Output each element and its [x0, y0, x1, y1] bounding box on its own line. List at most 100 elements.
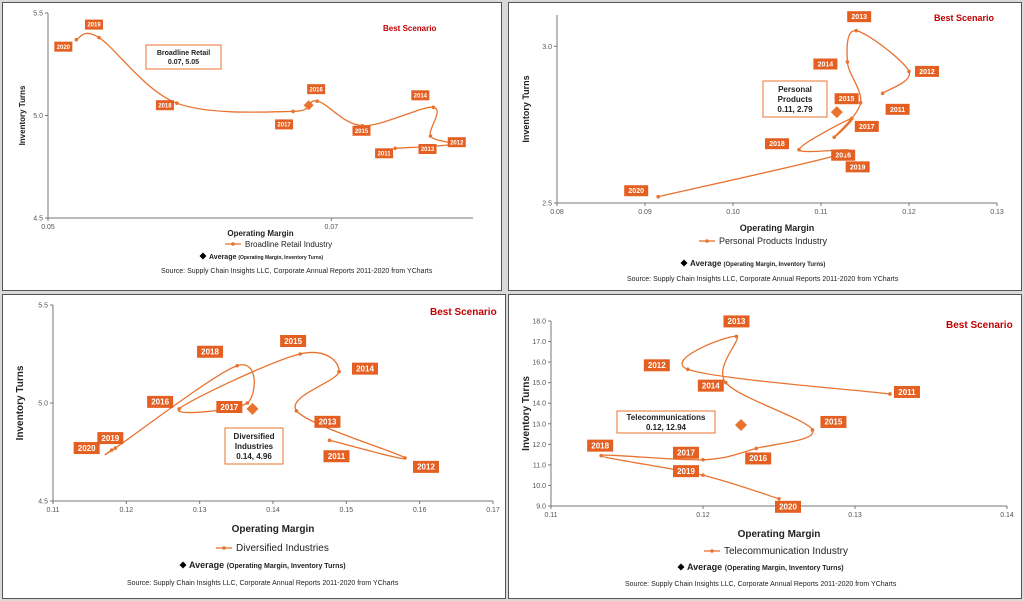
legend-series-marker: [222, 546, 226, 550]
data-point-2017: [701, 457, 705, 462]
x-tick-label: 0.16: [413, 507, 427, 514]
data-point-2011: [880, 91, 885, 96]
year-label-2012: 2012: [417, 463, 435, 472]
best-scenario-label: Best Scenario: [430, 307, 497, 318]
best-scenario-label: Best Scenario: [934, 13, 995, 23]
legend-average-diamond: [677, 563, 685, 571]
y-tick-label: 3.0: [542, 44, 552, 51]
y-tick-label: 4.5: [33, 216, 43, 223]
average-value: 0.14, 4.96: [236, 452, 272, 461]
x-tick-label: 0.11: [814, 209, 827, 216]
year-label-2018: 2018: [591, 441, 609, 450]
data-point-2020: [656, 194, 660, 199]
year-label-box: [854, 120, 879, 132]
best-scenario-label: Best Scenario: [946, 320, 1013, 331]
year-label-box: [643, 359, 670, 372]
legend-series-label: Telecommunication Industry: [724, 546, 848, 557]
legend-average-label: Average (Operating Margin, Inventory Tur…: [209, 254, 324, 261]
year-label-2014: 2014: [414, 93, 428, 99]
year-label-box: [697, 379, 724, 392]
data-point-2019: [113, 446, 118, 450]
average-name: Diversified: [234, 432, 275, 441]
average-diamond: [830, 106, 843, 119]
year-label-box: [280, 335, 307, 347]
year-label-2016: 2016: [151, 398, 169, 407]
year-label-2019: 2019: [87, 23, 101, 29]
legend-average-name: Average: [687, 562, 725, 572]
data-point-2011: [327, 438, 332, 443]
year-label-box: [673, 446, 699, 459]
y-tick-label: 15.0: [532, 380, 546, 387]
year-label-box: [97, 432, 124, 445]
year-label-2020: 2020: [78, 444, 96, 453]
x-tick-label: 0.10: [726, 209, 740, 216]
data-point-2018: [797, 147, 801, 152]
year-label-box: [775, 500, 801, 513]
x-axis-label: Operating Margin: [738, 529, 821, 540]
year-label-2011: 2011: [378, 151, 392, 157]
data-point-2013: [734, 334, 739, 339]
year-label-box: [375, 148, 394, 159]
y-axis-label: Inventory Turns: [15, 365, 26, 440]
x-tick-label: 0.12: [902, 209, 916, 216]
data-point-2019: [843, 151, 848, 155]
diversified-industries-panel: 4.5 5.0 5.5 0.11 0.12 0.13 0.14 0.15 0.16 0.17 Inv…: [2, 294, 506, 599]
year-label-2013: 2013: [728, 317, 746, 326]
data-point-2017: [291, 109, 295, 114]
x-tick-label: 0.14: [1000, 512, 1014, 519]
x-tick-label: 0.12: [696, 512, 710, 519]
data-point-2016: [315, 99, 319, 103]
x-axis-label: Operating Margin: [232, 524, 315, 535]
chart-telecom: 9.0 10.0 11.0 12.0 13.0 14.0 15.0 16.0 17.0 18.0 0…: [521, 315, 1014, 588]
year-label-2017: 2017: [859, 124, 875, 131]
x-tick-label: 0.17: [486, 507, 500, 514]
legend-series-marker: [705, 239, 709, 243]
average-diamond: [735, 419, 747, 432]
data-point-2016: [832, 135, 836, 139]
year-label-box: [673, 465, 699, 478]
legend-average-diamond: [199, 252, 207, 260]
y-tick-label: 5.0: [33, 113, 43, 120]
x-tick-label: 0.13: [193, 507, 207, 514]
x-tick-label: 0.09: [638, 209, 652, 216]
data-point-2019: [701, 473, 705, 477]
y-tick-label: 13.0: [532, 421, 546, 428]
y-tick-label: 18.0: [532, 319, 546, 326]
source-note: Source: Supply Chain Insights LLC, Corpo…: [127, 580, 399, 587]
year-label-box: [723, 315, 750, 328]
year-label-box: [418, 144, 437, 154]
data-point-2016: [754, 446, 758, 451]
x-tick-label: 0.05: [41, 224, 55, 231]
average-value: 0.12, 12.94: [646, 423, 687, 432]
data-point-2014: [337, 369, 341, 374]
year-label-2018: 2018: [769, 141, 785, 148]
average-name: Personal: [778, 85, 812, 94]
year-label-box: [352, 125, 371, 136]
legend-series-label: Broadline Retail Industry: [245, 240, 332, 249]
year-label-2020: 2020: [57, 45, 71, 51]
year-label-box: [915, 65, 939, 77]
data-point-2014: [845, 60, 850, 64]
data-point-2013: [854, 28, 858, 33]
legend-average-label: Average (Operating Margin, Inventory Tur…: [189, 560, 346, 570]
year-label-2015: 2015: [355, 129, 369, 135]
data-point-2019: [97, 35, 101, 40]
data-point-2017: [850, 116, 854, 121]
data-point-2020: [74, 37, 79, 42]
year-label-box: [413, 460, 439, 473]
year-label-box: [845, 161, 870, 173]
year-label-box: [834, 93, 859, 105]
year-label-box: [745, 452, 772, 465]
data-point-2011: [393, 146, 397, 151]
data-point-2014: [724, 380, 728, 385]
average-diamond: [303, 100, 314, 111]
data-point-2020: [777, 497, 781, 501]
source-note: Source: Supply Chain Insights LLC, Corpo…: [161, 268, 433, 275]
average-name: Telecommunications: [627, 413, 707, 422]
average-name: Products: [778, 95, 813, 104]
x-tick-label: 0.11: [544, 512, 557, 519]
legend-average-name: Average: [690, 259, 724, 268]
legend-series-marker: [231, 242, 235, 246]
y-tick-label: 5.5: [38, 303, 48, 310]
data-point-2018: [599, 453, 603, 458]
